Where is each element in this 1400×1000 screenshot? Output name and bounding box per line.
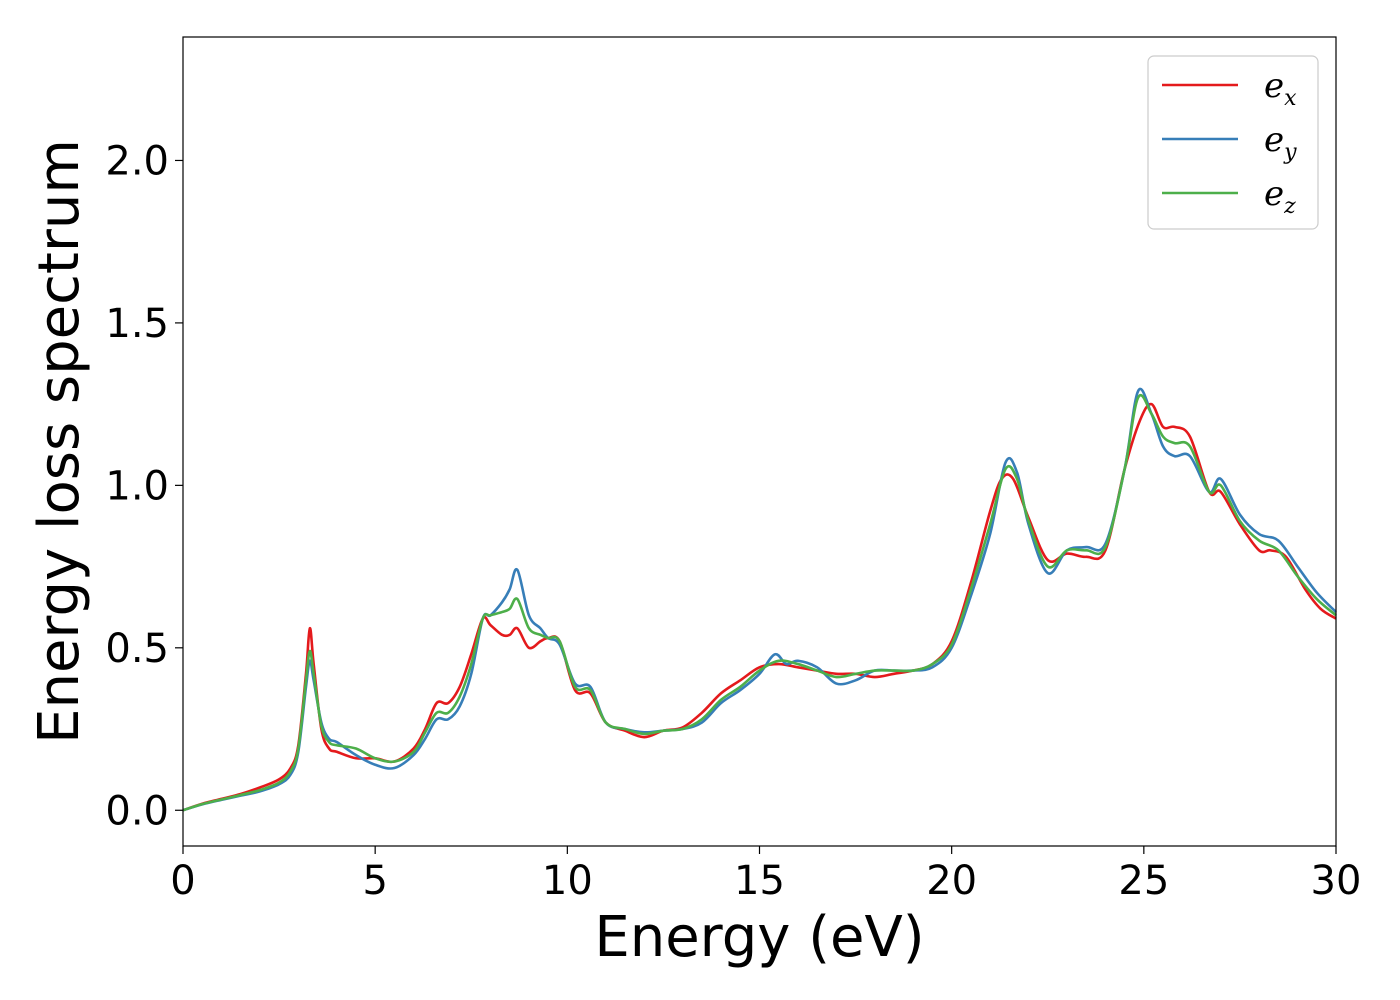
legend: ex ey ez: [1147, 55, 1319, 230]
y-tick-label: 1.0: [105, 463, 169, 509]
x-tick-label: 25: [1118, 858, 1169, 904]
x-tick-label: 10: [542, 858, 593, 904]
series-line-z: [182, 394, 1337, 812]
y-tick-label: 1.5: [105, 301, 169, 347]
x-tick-label: 5: [362, 858, 387, 904]
plot-area: [183, 37, 1336, 846]
x-axis-label: Energy (eV): [594, 905, 924, 970]
y-axis-label: Energy loss spectrum: [27, 139, 92, 744]
legend-label-y: ey: [1264, 120, 1297, 165]
y-tick-label: 0.5: [105, 626, 169, 672]
x-tick-label: 0: [170, 858, 195, 904]
x-axis-ticks: 0 5 10 15 20 25 30: [170, 846, 1361, 904]
legend-box: [1147, 55, 1319, 230]
x-tick-label: 30: [1311, 858, 1362, 904]
series-line-x: [182, 402, 1337, 812]
series-lines: [182, 387, 1337, 812]
plot-frame: [182, 36, 1337, 847]
x-tick-label: 15: [734, 858, 785, 904]
y-axis-ticks: 0.0 0.5 1.0 1.5 2.0: [105, 138, 183, 834]
legend-label-x: ex: [1264, 66, 1297, 111]
y-tick-label: 0.0: [105, 788, 169, 834]
legend-label-z: ez: [1264, 174, 1296, 219]
x-tick-label: 20: [926, 858, 977, 904]
y-tick-label: 2.0: [105, 138, 169, 184]
